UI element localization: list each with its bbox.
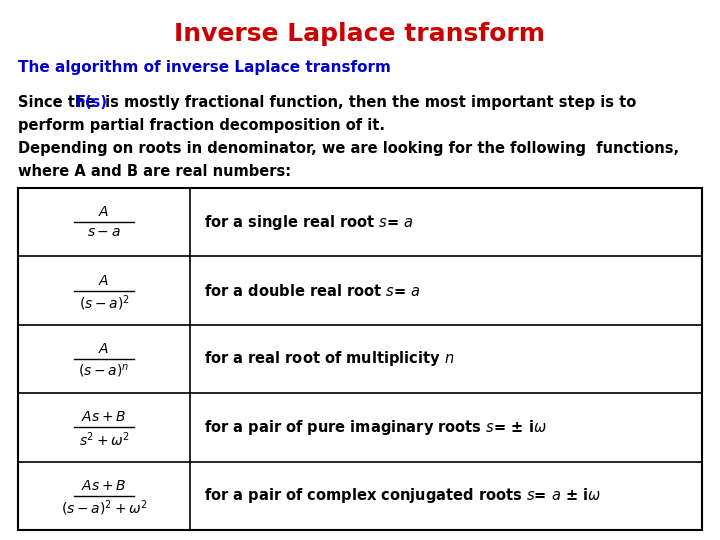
Text: for a real root of multiplicity $n$: for a real root of multiplicity $n$ (204, 349, 454, 368)
Text: $s^2+\omega^2$: $s^2+\omega^2$ (78, 430, 130, 449)
Text: for a double real root $s$= $a$: for a double real root $s$= $a$ (204, 282, 420, 299)
Text: is mostly fractional function, then the most important step is to: is mostly fractional function, then the … (100, 95, 636, 110)
Text: for a pair of complex conjugated roots $s$= $a$ ± i$\omega$: for a pair of complex conjugated roots $… (204, 487, 601, 505)
Text: Inverse Laplace transform: Inverse Laplace transform (174, 22, 546, 46)
Text: perform partial fraction decomposition of it.: perform partial fraction decomposition o… (18, 118, 385, 133)
Text: $As+B$: $As+B$ (81, 410, 127, 424)
Text: $A$: $A$ (99, 205, 109, 219)
Text: $(s-a)^2+\omega^2$: $(s-a)^2+\omega^2$ (60, 499, 148, 518)
Text: for a single real root $s$= $a$: for a single real root $s$= $a$ (204, 213, 414, 232)
Text: Depending on roots in denominator, we are looking for the following  functions,: Depending on roots in denominator, we ar… (18, 141, 679, 156)
Text: $(s-a)^2$: $(s-a)^2$ (78, 294, 130, 313)
Text: $As+B$: $As+B$ (81, 479, 127, 493)
Text: Since the: Since the (18, 95, 101, 110)
Text: for a pair of pure imaginary roots $s$= ± i$\omega$: for a pair of pure imaginary roots $s$= … (204, 418, 546, 437)
Text: $s-a$: $s-a$ (87, 225, 121, 239)
Text: $(s-a)^n$: $(s-a)^n$ (78, 362, 130, 379)
Bar (18, 188, 702, 530)
Text: $A$: $A$ (99, 342, 109, 356)
Text: F(s): F(s) (76, 95, 108, 110)
Text: $A$: $A$ (99, 274, 109, 288)
Text: The algorithm of inverse Laplace transform: The algorithm of inverse Laplace transfo… (18, 60, 391, 75)
Text: where A and B are real numbers:: where A and B are real numbers: (18, 164, 291, 179)
